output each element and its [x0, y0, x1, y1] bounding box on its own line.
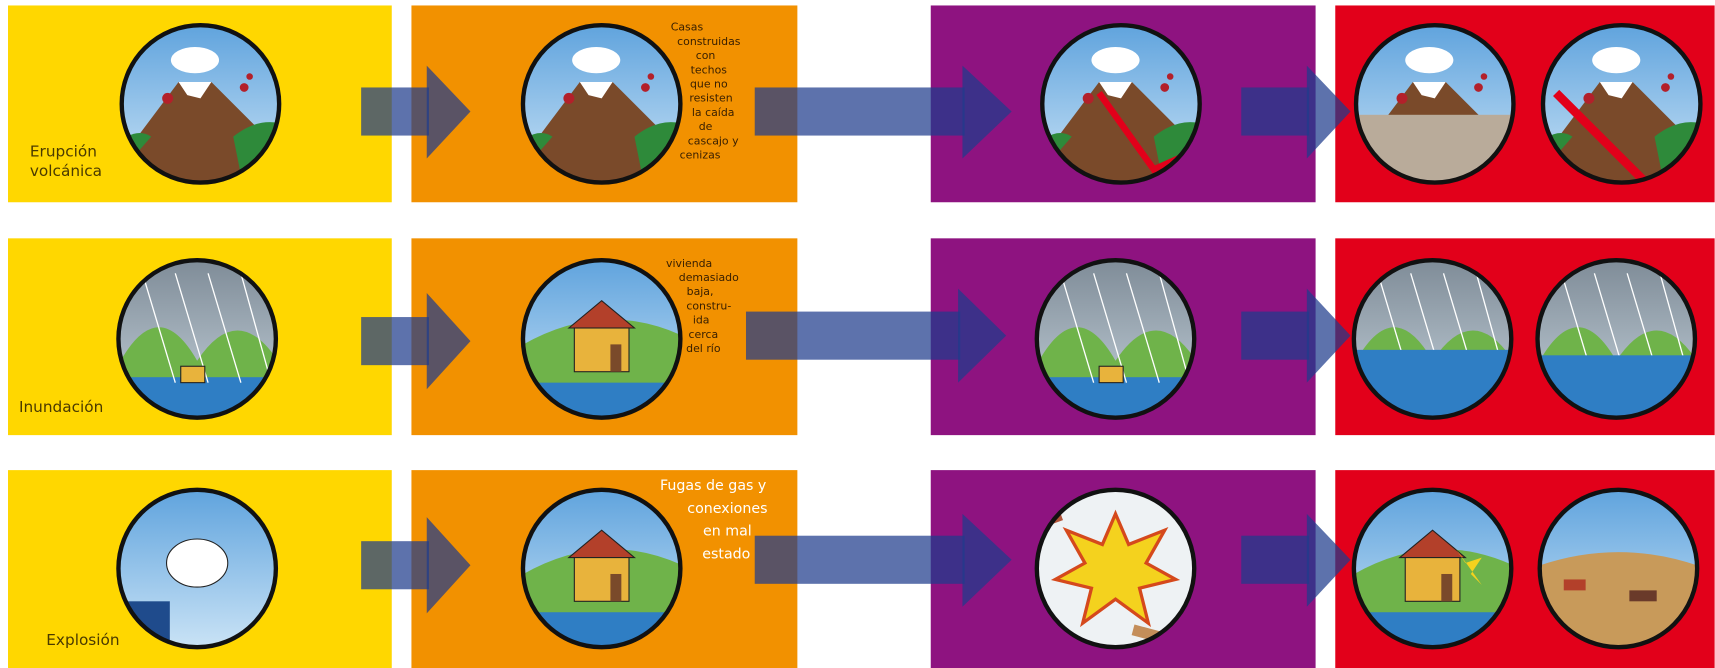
- vulnerability-line: en mal: [703, 524, 752, 540]
- vulnerability-line: vivienda: [666, 257, 712, 270]
- vulnerability-line: cascajo y: [688, 134, 739, 147]
- vulnerability-line: de: [699, 120, 713, 133]
- vulnerability-line: techos: [691, 63, 728, 76]
- hazard-label: Explosión: [46, 631, 119, 649]
- vulnerability-line: resisten: [689, 92, 732, 105]
- vulnerability-line: Casas: [671, 21, 704, 34]
- hazard-label: Inundación: [19, 398, 103, 416]
- vulnerability-line: ida: [693, 314, 710, 327]
- vulnerability-line: construidas: [677, 35, 741, 48]
- vulnerability-line: estado: [702, 547, 750, 563]
- diagram: Erupción volcánica Inundación Explosión …: [0, 0, 1715, 668]
- vulnerability-line: del río: [686, 342, 721, 355]
- vulnerability-line: conexiones: [687, 501, 767, 517]
- vulnerability-line: con: [696, 49, 716, 62]
- hazard-label: volcánica: [30, 162, 102, 180]
- vulnerability-line: Fugas de gas y: [660, 478, 766, 494]
- vulnerability-line: demasiado: [679, 271, 739, 284]
- vulnerability-line: constru-: [686, 299, 731, 312]
- vulnerability-line: cenizas: [680, 149, 721, 162]
- vulnerability-line: la caída: [692, 106, 735, 119]
- vulnerability-line: baja,: [687, 285, 714, 298]
- hazard-label: Erupción: [30, 142, 97, 160]
- vulnerability-line: cerca: [689, 328, 719, 341]
- vulnerability-line: que no: [690, 77, 728, 90]
